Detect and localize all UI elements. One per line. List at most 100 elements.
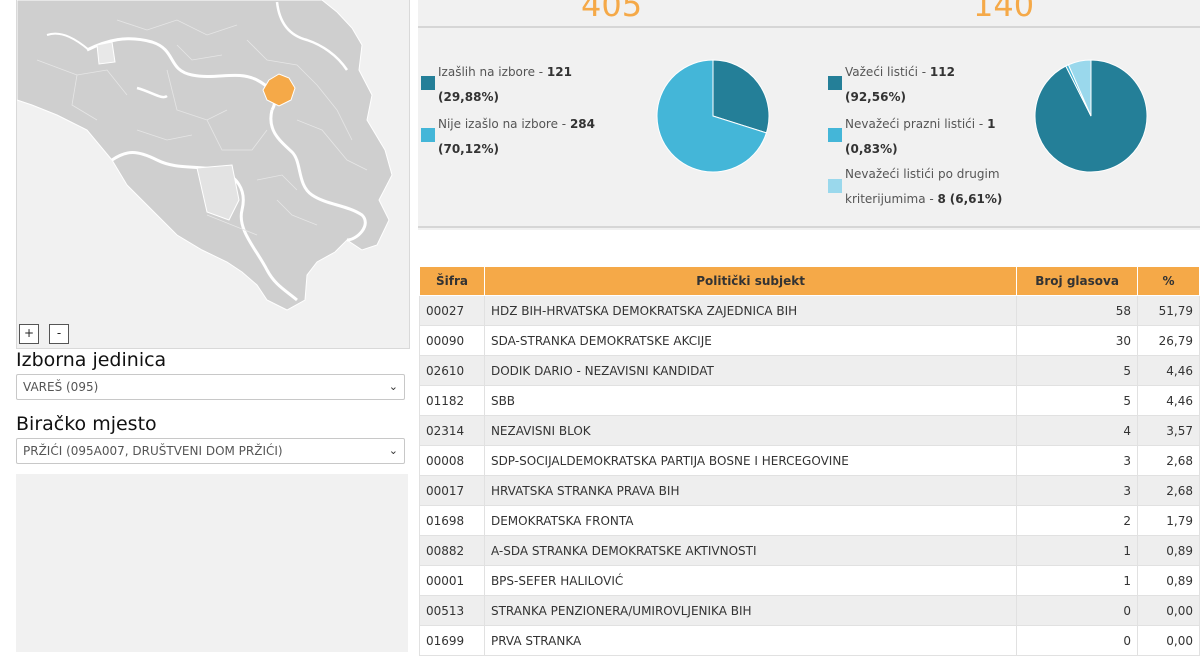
cell-percent: 2,68 <box>1137 445 1200 476</box>
table-row: 00017 HRVATSKA STRANKA PRAVA BIH 3 2,68 <box>419 475 1200 506</box>
legend-swatch-invalid-other <box>828 179 842 193</box>
table-row: 00090 SDA-STRANKA DEMOKRATSKE AKCIJE 30 26,… <box>419 325 1200 356</box>
legend-valid: Važeći listići - 112 (92,56%) <box>845 60 955 110</box>
cell-votes: 4 <box>1016 415 1139 446</box>
chevron-down-icon: ⌄ <box>388 380 398 393</box>
cell-code: 00017 <box>419 475 485 506</box>
zoom-in-button[interactable]: + <box>19 324 39 344</box>
cell-code: 01699 <box>419 625 485 656</box>
legend-valid-label: Važeći listići - <box>845 65 930 79</box>
legend-swatch-turnout <box>421 76 435 90</box>
table-row: 00027 HDZ BIH-HRVATSKA DEMOKRATSKA ZAJEDN… <box>419 295 1200 326</box>
cell-code: 02610 <box>419 355 485 386</box>
cell-party: DODIK DARIO - NEZAVISNI KANDIDAT <box>483 355 1018 386</box>
cell-votes: 2 <box>1016 505 1139 536</box>
electoral-unit-label: Izborna jedinica <box>16 349 167 371</box>
cell-percent: 51,79 <box>1137 295 1200 326</box>
legend-abstained: Nije izašlo na izbore - 284 (70,12%) <box>438 112 595 162</box>
legend-valid-count: 112 <box>929 65 955 79</box>
cell-party: A-SDA STRANKA DEMOKRATSKE AKTIVNOSTI <box>483 535 1018 566</box>
cell-votes: 0 <box>1016 625 1139 656</box>
ballots-pie-chart <box>1034 59 1148 173</box>
table-row: 01182 SBB 5 4,46 <box>419 385 1200 416</box>
legend-swatch-abstained <box>421 128 435 142</box>
table-row: 02314 NEZAVISNI BLOK 4 3,57 <box>419 415 1200 446</box>
cell-votes: 5 <box>1016 355 1139 386</box>
cell-code: 00882 <box>419 535 485 566</box>
municipality-map[interactable]: + - <box>16 0 410 349</box>
cell-party: SDP-SOCIJALDEMOKRATSKA PARTIJA BOSNE I H… <box>483 445 1018 476</box>
cell-party: SBB <box>483 385 1018 416</box>
legend-turnout-pct: (29,88%) <box>438 90 499 104</box>
legend-valid-pct: (92,56%) <box>845 90 906 104</box>
map-graphic[interactable] <box>17 0 409 348</box>
cell-percent: 0,00 <box>1137 625 1200 656</box>
cell-code: 00008 <box>419 445 485 476</box>
cell-percent: 0,00 <box>1137 595 1200 626</box>
legend-turnout-count: 121 <box>546 65 572 79</box>
cell-votes: 5 <box>1016 385 1139 416</box>
cell-party: HDZ BIH-HRVATSKA DEMOKRATSKA ZAJEDNICA B… <box>483 295 1018 326</box>
polling-station-select[interactable]: PRŽIĆI (095A007, DRUŠTVENI DOM PRŽIĆI) ⌄ <box>16 438 405 464</box>
turnout-pie-chart <box>656 59 770 173</box>
cell-votes: 3 <box>1016 475 1139 506</box>
header-code[interactable]: Šifra <box>419 266 485 296</box>
cell-votes: 0 <box>1016 595 1139 626</box>
legend-invalid-other-pct: (6,61%) <box>949 192 1003 206</box>
legend-abstained-count: 284 <box>569 117 596 131</box>
cell-votes: 30 <box>1016 325 1139 356</box>
header-percent[interactable]: % <box>1137 266 1200 296</box>
cell-code: 01698 <box>419 505 485 536</box>
ballots-pie-slice-2 <box>1067 59 1092 117</box>
table-header-row: Šifra Politički subjekt Broj glasova % <box>419 266 1200 296</box>
table-row: 00008 SDP-SOCIJALDEMOKRATSKA PARTIJA BOSN… <box>419 445 1200 476</box>
header-votes[interactable]: Broj glasova <box>1016 266 1139 296</box>
polling-station-value: PRŽIĆI (095A007, DRUŠTVENI DOM PRŽIĆI) <box>23 444 283 458</box>
table-row: 00001 BPS-SEFER HALILOVIĆ 1 0,89 <box>419 565 1200 596</box>
cell-code: 00027 <box>419 295 485 326</box>
cell-percent: 4,46 <box>1137 385 1200 416</box>
cell-party: NEZAVISNI BLOK <box>483 415 1018 446</box>
legend-invalid-other-count: 8 <box>937 192 946 206</box>
turnout-pie-slice-0 <box>712 59 770 134</box>
cell-code: 00513 <box>419 595 485 626</box>
legend-invalid-other: Nevažeći listići po drugim kriterijumima… <box>845 162 1002 212</box>
legend-invalid-other-label1: Nevažeći listići po drugim <box>845 167 1000 181</box>
legend-swatch-blank <box>828 128 842 142</box>
cell-party: HRVATSKA STRANKA PRAVA BIH <box>483 475 1018 506</box>
cell-percent: 4,46 <box>1137 355 1200 386</box>
electoral-unit-select[interactable]: VAREŠ (095) ⌄ <box>16 374 405 400</box>
cell-code: 00001 <box>419 565 485 596</box>
cell-code: 00090 <box>419 325 485 356</box>
legend-turnout-label: Izašlih na izbore - <box>438 65 547 79</box>
header-party[interactable]: Politički subjekt <box>483 266 1018 296</box>
chevron-down-icon: ⌄ <box>388 444 398 457</box>
legend-blank-label: Nevažeći prazni listići - <box>845 117 988 131</box>
cell-votes: 58 <box>1016 295 1139 326</box>
legend-blank: Nevažeći prazni listići - 1 (0,83%) <box>845 112 995 162</box>
polling-station-label: Biračko mjesto <box>16 413 157 435</box>
cell-party: STRANKA PENZIONERA/UMIROVLJENIKA BIH <box>483 595 1018 626</box>
cell-votes: 3 <box>1016 445 1139 476</box>
cell-code: 02314 <box>419 415 485 446</box>
results-table: Šifra Politički subjekt Broj glasova % 0… <box>419 266 1200 656</box>
electoral-unit-value: VAREŠ (095) <box>23 380 99 394</box>
cell-votes: 1 <box>1016 535 1139 566</box>
cell-party: PRVA STRANKA <box>483 625 1018 656</box>
table-row: 01699 PRVA STRANKA 0 0,00 <box>419 625 1200 656</box>
legend-turnout: Izašlih na izbore - 121 (29,88%) <box>438 60 572 110</box>
legend-swatch-valid <box>828 76 842 90</box>
cell-percent: 0,89 <box>1137 535 1200 566</box>
zoom-out-button[interactable]: - <box>49 324 69 344</box>
legend-blank-pct: (0,83%) <box>845 142 898 156</box>
cell-votes: 1 <box>1016 565 1139 596</box>
cell-party: BPS-SEFER HALILOVIĆ <box>483 565 1018 596</box>
cell-percent: 1,79 <box>1137 505 1200 536</box>
legend-abstained-label: Nije izašlo na izbore - <box>438 117 570 131</box>
table-row: 00882 A-SDA STRANKA DEMOKRATSKE AKTIVNOST… <box>419 535 1200 566</box>
cell-percent: 2,68 <box>1137 475 1200 506</box>
table-row: 01698 DEMOKRATSKA FRONTA 2 1,79 <box>419 505 1200 536</box>
divider <box>418 226 1200 228</box>
left-panel-background <box>16 474 408 652</box>
table-row: 00513 STRANKA PENZIONERA/UMIROVLJENIKA BI… <box>419 595 1200 626</box>
